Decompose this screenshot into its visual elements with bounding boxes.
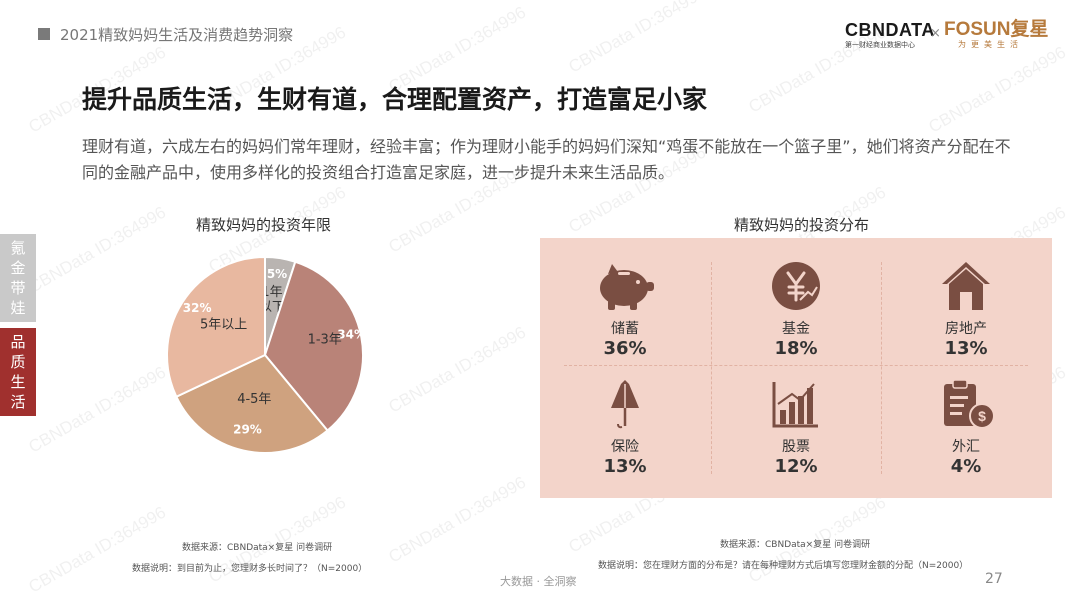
dist-note: 数据说明：您在理财方面的分布是？请在每种理财方式后填写您理财金额的分配（N=20…	[598, 561, 969, 571]
pie-slice-1	[263, 260, 364, 432]
grid-divider	[564, 365, 1028, 366]
footer-tagline: 大数据 · 全洞察	[500, 575, 577, 588]
pie-pct-label: 29%	[233, 422, 262, 436]
pie-note: 数据说明：到目前为止，您理财多长时间了？（N=2000）	[132, 564, 368, 574]
svg-text:$: $	[978, 408, 986, 424]
report-title: 2021精致妈妈生活及消费趋势洞察	[60, 26, 294, 44]
header-square-icon	[38, 28, 50, 40]
side-tab-label: 氪金带娃	[10, 239, 26, 317]
side-tab-krypton[interactable]: 氪金带娃	[0, 234, 36, 322]
cbndata-logo-sub: 第一财经商业数据中心	[845, 41, 915, 49]
pie-slice-3	[166, 255, 266, 399]
umbrella-icon	[611, 380, 639, 429]
yuan-coin-icon	[772, 262, 820, 310]
dist-value: 12%	[774, 456, 818, 477]
watermark-text: CBNData ID:364996	[385, 322, 530, 417]
pie-category-label: 1年	[261, 285, 282, 300]
dist-cell-insurance: 保险 13%	[540, 378, 710, 478]
pie-category-label: 1-3年	[308, 333, 342, 348]
watermark-text: CBNData ID:364996	[25, 202, 170, 297]
watermark-text: CBNData ID:364996	[25, 502, 170, 597]
investment-distribution-panel: 储蓄 36% 基金 18% 房地产 13% 保险 13%	[540, 238, 1052, 498]
dist-cell-stock: 股票 12%	[711, 378, 881, 478]
fosun-logo: FOSUN复星 为更美生活	[944, 20, 1054, 50]
pie-source: 数据来源：CBNData×复星 问卷调研	[182, 543, 333, 553]
page-headline: 提升品质生活，生财有道，合理配置资产，打造富足小家	[82, 85, 708, 114]
dist-cell-savings: 储蓄 36%	[540, 260, 710, 360]
fosun-logo-text: FOSUN复星	[944, 19, 1049, 40]
dist-label: 房地产	[945, 321, 987, 337]
dist-cell-fund: 基金 18%	[711, 260, 881, 360]
dist-value: 4%	[950, 456, 982, 477]
dist-cell-forex: $ 外汇 4%	[881, 378, 1051, 478]
pie-category-label: 5年以上	[200, 318, 247, 333]
watermark-text: CBNData ID:364996	[25, 362, 170, 457]
side-tab-quality-life[interactable]: 品质生活	[0, 328, 36, 416]
dist-source: 数据来源：CBNData×复星 问卷调研	[720, 540, 871, 550]
cbndata-logo-text: CBNDATA	[845, 20, 935, 40]
page-number: 27	[985, 571, 1003, 587]
watermark-text: CBNData ID:364996	[925, 42, 1070, 137]
grid-divider	[881, 262, 882, 474]
pie-chart-title: 精致妈妈的投资年限	[196, 216, 332, 234]
pie-pct-label: 5%	[267, 267, 287, 281]
dist-label: 基金	[782, 321, 810, 337]
house-icon	[942, 262, 990, 310]
dist-cell-realestate: 房地产 13%	[881, 260, 1051, 360]
watermark-text: CBNData ID:364996	[565, 0, 710, 77]
dist-label: 保险	[611, 439, 639, 455]
dist-label: 股票	[782, 439, 810, 455]
fosun-logo-sub: 为更美生活	[958, 40, 1023, 49]
dist-value: 13%	[944, 338, 988, 359]
pie-category-label: 4-5年	[237, 392, 271, 407]
pie-pct-label: 34%	[337, 327, 366, 341]
dist-label: 储蓄	[611, 321, 639, 337]
dist-label: 外汇	[952, 439, 980, 455]
cbndata-logo: CBNDATA 第一财经商业数据中心	[845, 20, 935, 50]
piggy-bank-icon	[600, 264, 654, 310]
logo-separator: ×	[930, 26, 941, 41]
page-body-text: 理财有道，六成左右的妈妈们常年理财，经验丰富；作为理财小能手的妈妈们深知“鸡蛋不…	[82, 137, 1011, 182]
side-tab-label: 品质生活	[10, 333, 26, 411]
document-dollar-icon: $	[944, 379, 995, 429]
dist-chart-title: 精致妈妈的投资分布	[734, 216, 870, 234]
grid-divider	[711, 262, 712, 474]
watermark-text: CBNData ID:364996	[385, 472, 530, 567]
pie-pct-label: 32%	[183, 301, 212, 315]
dist-value: 13%	[603, 456, 647, 477]
bar-chart-icon	[772, 382, 818, 428]
dist-value: 36%	[603, 338, 647, 359]
dist-value: 18%	[774, 338, 818, 359]
